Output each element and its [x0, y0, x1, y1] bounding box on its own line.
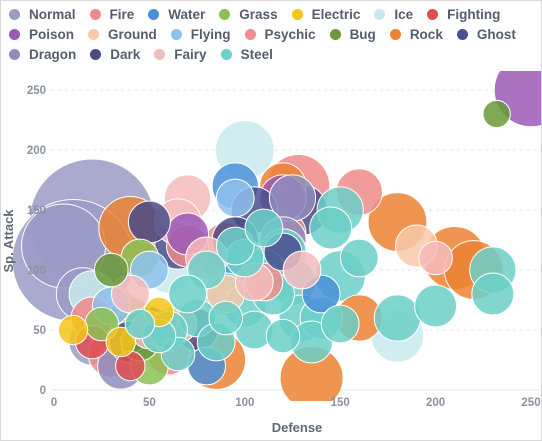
y-tick-label: 50	[33, 325, 46, 337]
x-tick-label: 200	[426, 397, 445, 409]
legend-item-electric[interactable]: Electric	[291, 5, 361, 23]
legend-swatch	[88, 28, 100, 40]
legend-item-steel[interactable]: Steel	[220, 45, 273, 63]
bubble-steel[interactable]	[339, 238, 379, 278]
bubble-steel[interactable]	[373, 294, 422, 342]
y-tick-label: 200	[27, 145, 46, 157]
bubble-electric[interactable]	[57, 314, 89, 346]
legend-swatch	[329, 28, 341, 40]
legend-swatch	[148, 8, 160, 20]
bubble-dark[interactable]	[127, 200, 171, 244]
legend-item-flying[interactable]: Flying	[170, 25, 231, 43]
legend-swatch	[220, 48, 232, 60]
x-tick-label: 250	[521, 397, 540, 409]
legend-swatch	[291, 8, 303, 20]
legend-label: Ghost	[476, 26, 516, 42]
legend-label: Flying	[190, 26, 231, 42]
legend-item-fire[interactable]: Fire	[89, 5, 135, 23]
legend-label: Water	[168, 6, 206, 22]
bubble-steel[interactable]	[215, 226, 255, 266]
legend-swatch	[170, 28, 182, 40]
legend-item-grass[interactable]: Grass	[219, 5, 278, 23]
bubble-electric[interactable]	[105, 326, 136, 358]
legend-swatch	[427, 8, 439, 20]
legend-swatch	[89, 8, 101, 20]
bubble-steel[interactable]	[124, 308, 156, 340]
bubble-steel[interactable]	[414, 284, 458, 328]
legend-label: Electric	[311, 6, 361, 22]
bubble-flying[interactable]	[215, 178, 255, 218]
legend-label: Normal	[29, 6, 76, 22]
bubble-steel[interactable]	[244, 208, 284, 248]
legend-item-psychic[interactable]: Psychic	[244, 25, 316, 43]
legend-swatch	[9, 28, 20, 40]
legend-item-bug[interactable]: Bug	[329, 25, 376, 43]
y-tick-label: 0	[40, 385, 46, 397]
legend-item-water[interactable]: Water	[148, 5, 205, 23]
bubble-steel[interactable]	[471, 272, 515, 316]
legend-swatch	[219, 8, 231, 20]
legend-item-dragon[interactable]: Dragon	[9, 45, 76, 63]
legend-label: Dragon	[29, 46, 77, 62]
y-tick-label: 100	[27, 265, 46, 277]
bubble-fairy[interactable]	[418, 240, 453, 276]
legend-item-poison[interactable]: Poison	[9, 25, 74, 43]
legend-label: Ground	[108, 26, 157, 42]
y-tick-label: 150	[27, 205, 46, 217]
legend-label: Fire	[109, 6, 135, 22]
legend-label: Ice	[394, 6, 414, 22]
bubble-steel[interactable]	[309, 206, 353, 250]
legend-item-normal[interactable]: Normal	[9, 5, 76, 23]
legend-swatch	[90, 48, 102, 60]
y-axis-title: Sp. Attack	[1, 209, 16, 273]
legend-item-dark[interactable]: Dark	[90, 45, 140, 63]
legend-swatch	[374, 8, 386, 20]
legend-item-ground[interactable]: Ground	[88, 25, 157, 43]
y-axis-ticks: 0 50 100 150 200 250	[27, 85, 46, 397]
y-tick-label: 250	[27, 85, 46, 97]
bubble-bug[interactable]	[93, 252, 129, 288]
legend-label: Poison	[29, 26, 75, 42]
legend-label: Bug	[349, 26, 376, 42]
x-axis-title: Defense	[272, 420, 323, 435]
legend-swatch	[456, 28, 468, 40]
x-axis-ticks: 0 50 100 150 200 250	[51, 397, 541, 409]
legend-label: Fairy	[174, 46, 207, 62]
legend-label: Grass	[239, 6, 278, 22]
legend-swatch	[389, 28, 401, 40]
bubble-layer	[11, 71, 541, 401]
legend-swatch	[244, 28, 256, 40]
bubble-fairy[interactable]	[282, 250, 322, 290]
bubble-steel[interactable]	[208, 300, 244, 336]
legend-label: Psychic	[264, 26, 316, 42]
x-tick-label: 50	[143, 397, 156, 409]
x-tick-label: 100	[235, 397, 254, 409]
legend-item-fighting[interactable]: Fighting	[427, 5, 500, 23]
bubble-steel[interactable]	[320, 304, 360, 344]
chart-legend: Normal Fire Water Grass Electric Ice Fighting P…	[9, 5, 539, 63]
legend-label: Dark	[110, 46, 141, 62]
legend-item-fairy[interactable]: Fairy	[154, 45, 207, 63]
x-tick-label: 0	[51, 397, 57, 409]
legend-label: Steel	[240, 46, 273, 62]
legend-swatch	[9, 8, 20, 20]
legend-item-ice[interactable]: Ice	[374, 5, 413, 23]
legend-item-ghost[interactable]: Ghost	[456, 25, 516, 43]
legend-swatch	[154, 48, 166, 60]
bubble-bug[interactable]	[482, 99, 511, 129]
legend-label: Fighting	[447, 6, 501, 22]
legend-label: Rock	[409, 26, 443, 42]
bubble-steel[interactable]	[168, 274, 207, 314]
x-tick-label: 150	[331, 397, 350, 409]
legend-swatch	[9, 48, 20, 60]
bubble-steel[interactable]	[265, 318, 301, 354]
legend-item-rock[interactable]: Rock	[389, 25, 443, 43]
